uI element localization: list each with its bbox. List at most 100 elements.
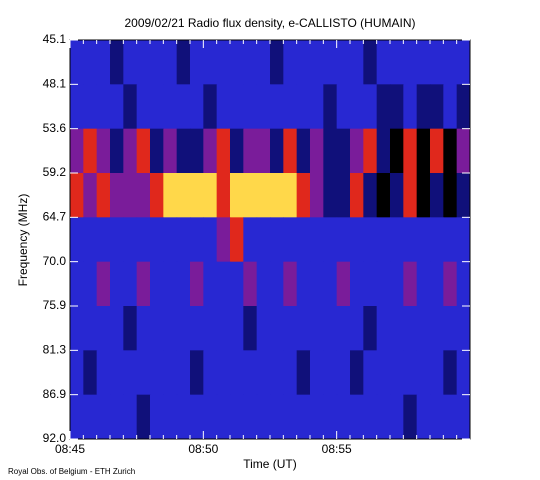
heatmap-cell xyxy=(163,84,178,130)
heatmap-cell xyxy=(70,350,84,396)
heatmap-cell xyxy=(70,306,84,351)
heatmap-cell xyxy=(283,84,298,130)
heatmap-cell xyxy=(363,84,378,130)
heatmap-cell xyxy=(363,173,378,218)
heatmap-cell xyxy=(150,217,164,263)
heatmap-cell xyxy=(270,84,284,130)
heatmap-cell xyxy=(163,217,178,263)
heatmap-cell xyxy=(350,128,364,174)
y-tick-label: 45.1 xyxy=(43,32,67,46)
heatmap-cell xyxy=(403,84,418,130)
heatmap-cell xyxy=(176,128,191,174)
heatmap-cell xyxy=(136,217,151,263)
heatmap-cell xyxy=(323,128,338,174)
heatmap-cell xyxy=(350,394,364,440)
heatmap-cell xyxy=(443,173,458,218)
heatmap-cell xyxy=(363,394,378,440)
heatmap-cell xyxy=(416,217,431,263)
heatmap-cell xyxy=(230,261,244,307)
heatmap-cell xyxy=(110,173,124,218)
heatmap-cell xyxy=(216,350,231,396)
heatmap-cell xyxy=(203,350,218,396)
heatmap-cell xyxy=(110,84,124,130)
heatmap-cell xyxy=(270,394,284,440)
heatmap-cell xyxy=(350,350,364,396)
heatmap-cell xyxy=(163,261,178,307)
heatmap-cell xyxy=(96,306,111,351)
heatmap-cell xyxy=(216,394,231,440)
heatmap-cell xyxy=(390,350,404,396)
heatmap-cell xyxy=(176,217,191,263)
y-tick-label: 92.0 xyxy=(43,431,67,445)
heatmap-cell xyxy=(283,173,298,218)
heatmap-cell xyxy=(416,350,431,396)
heatmap-cell xyxy=(230,306,244,351)
heatmap-cell xyxy=(190,40,204,85)
heatmap-cell xyxy=(243,261,258,307)
heatmap-cell xyxy=(456,84,471,130)
heatmap-cell xyxy=(363,217,378,263)
heatmap-cell xyxy=(270,173,284,218)
y-tick-label: 70.0 xyxy=(43,254,67,268)
heatmap-cell xyxy=(390,306,404,351)
heatmap-cell xyxy=(323,261,338,307)
heatmap-cell xyxy=(336,261,351,307)
heatmap-cell xyxy=(363,306,378,351)
heatmap-cell xyxy=(216,306,231,351)
heatmap-cell xyxy=(216,84,231,130)
heatmap-cell xyxy=(270,350,284,396)
heatmap-cell xyxy=(123,128,138,174)
heatmap-cell xyxy=(176,261,191,307)
heatmap-cell xyxy=(136,40,151,85)
heatmap-cell xyxy=(296,394,311,440)
heatmap-cell xyxy=(83,40,98,85)
heatmap-cell xyxy=(430,350,444,396)
heatmap-cell xyxy=(390,394,404,440)
heatmap-cell xyxy=(190,173,204,218)
heatmap-cell xyxy=(243,128,258,174)
heatmap-cell xyxy=(216,40,231,85)
heatmap-cell xyxy=(350,84,364,130)
heatmap-cell xyxy=(230,217,244,263)
heatmap-cell xyxy=(416,261,431,307)
heatmap-cell xyxy=(390,128,404,174)
heatmap-cell xyxy=(310,84,324,130)
heatmap-cell xyxy=(336,394,351,440)
heatmap-cell xyxy=(110,306,124,351)
heatmap-cell xyxy=(83,128,98,174)
heatmap-cell xyxy=(443,128,458,174)
heatmap-cell xyxy=(296,84,311,130)
heatmap-cell xyxy=(163,40,178,85)
heatmap-cell xyxy=(416,394,431,440)
heatmap-cell xyxy=(256,84,271,130)
heatmap-cell xyxy=(163,306,178,351)
heatmap-cell xyxy=(136,394,151,440)
heatmap-cell xyxy=(403,217,418,263)
x-tick-label: 08:45 xyxy=(55,442,85,456)
heatmap-cell xyxy=(123,306,138,351)
heatmap-cell xyxy=(376,261,391,307)
heatmap-cell xyxy=(150,394,164,440)
y-tick-label: 81.3 xyxy=(43,343,67,357)
heatmap-cell xyxy=(150,173,164,218)
heatmap-cell xyxy=(296,261,311,307)
heatmap-cell xyxy=(416,128,431,174)
heatmap-cell xyxy=(136,173,151,218)
x-tick-label: 08:55 xyxy=(322,442,352,456)
heatmap-cell xyxy=(256,394,271,440)
heatmap-cell xyxy=(430,84,444,130)
heatmap-cell xyxy=(270,128,284,174)
heatmap-cell xyxy=(83,217,98,263)
heatmap-cell xyxy=(176,84,191,130)
heatmap-cell xyxy=(123,394,138,440)
heatmap-cell xyxy=(163,173,178,218)
heatmap-cell xyxy=(243,173,258,218)
heatmap-cell xyxy=(350,40,364,85)
heatmap-cell xyxy=(310,350,324,396)
chart-title: 2009/02/21 Radio flux density, e-CALLIST… xyxy=(124,16,415,30)
x-axis-label: Time (UT) xyxy=(243,457,297,471)
heatmap-cell xyxy=(390,173,404,218)
heatmap-cell xyxy=(336,40,351,85)
heatmap-cell xyxy=(83,306,98,351)
